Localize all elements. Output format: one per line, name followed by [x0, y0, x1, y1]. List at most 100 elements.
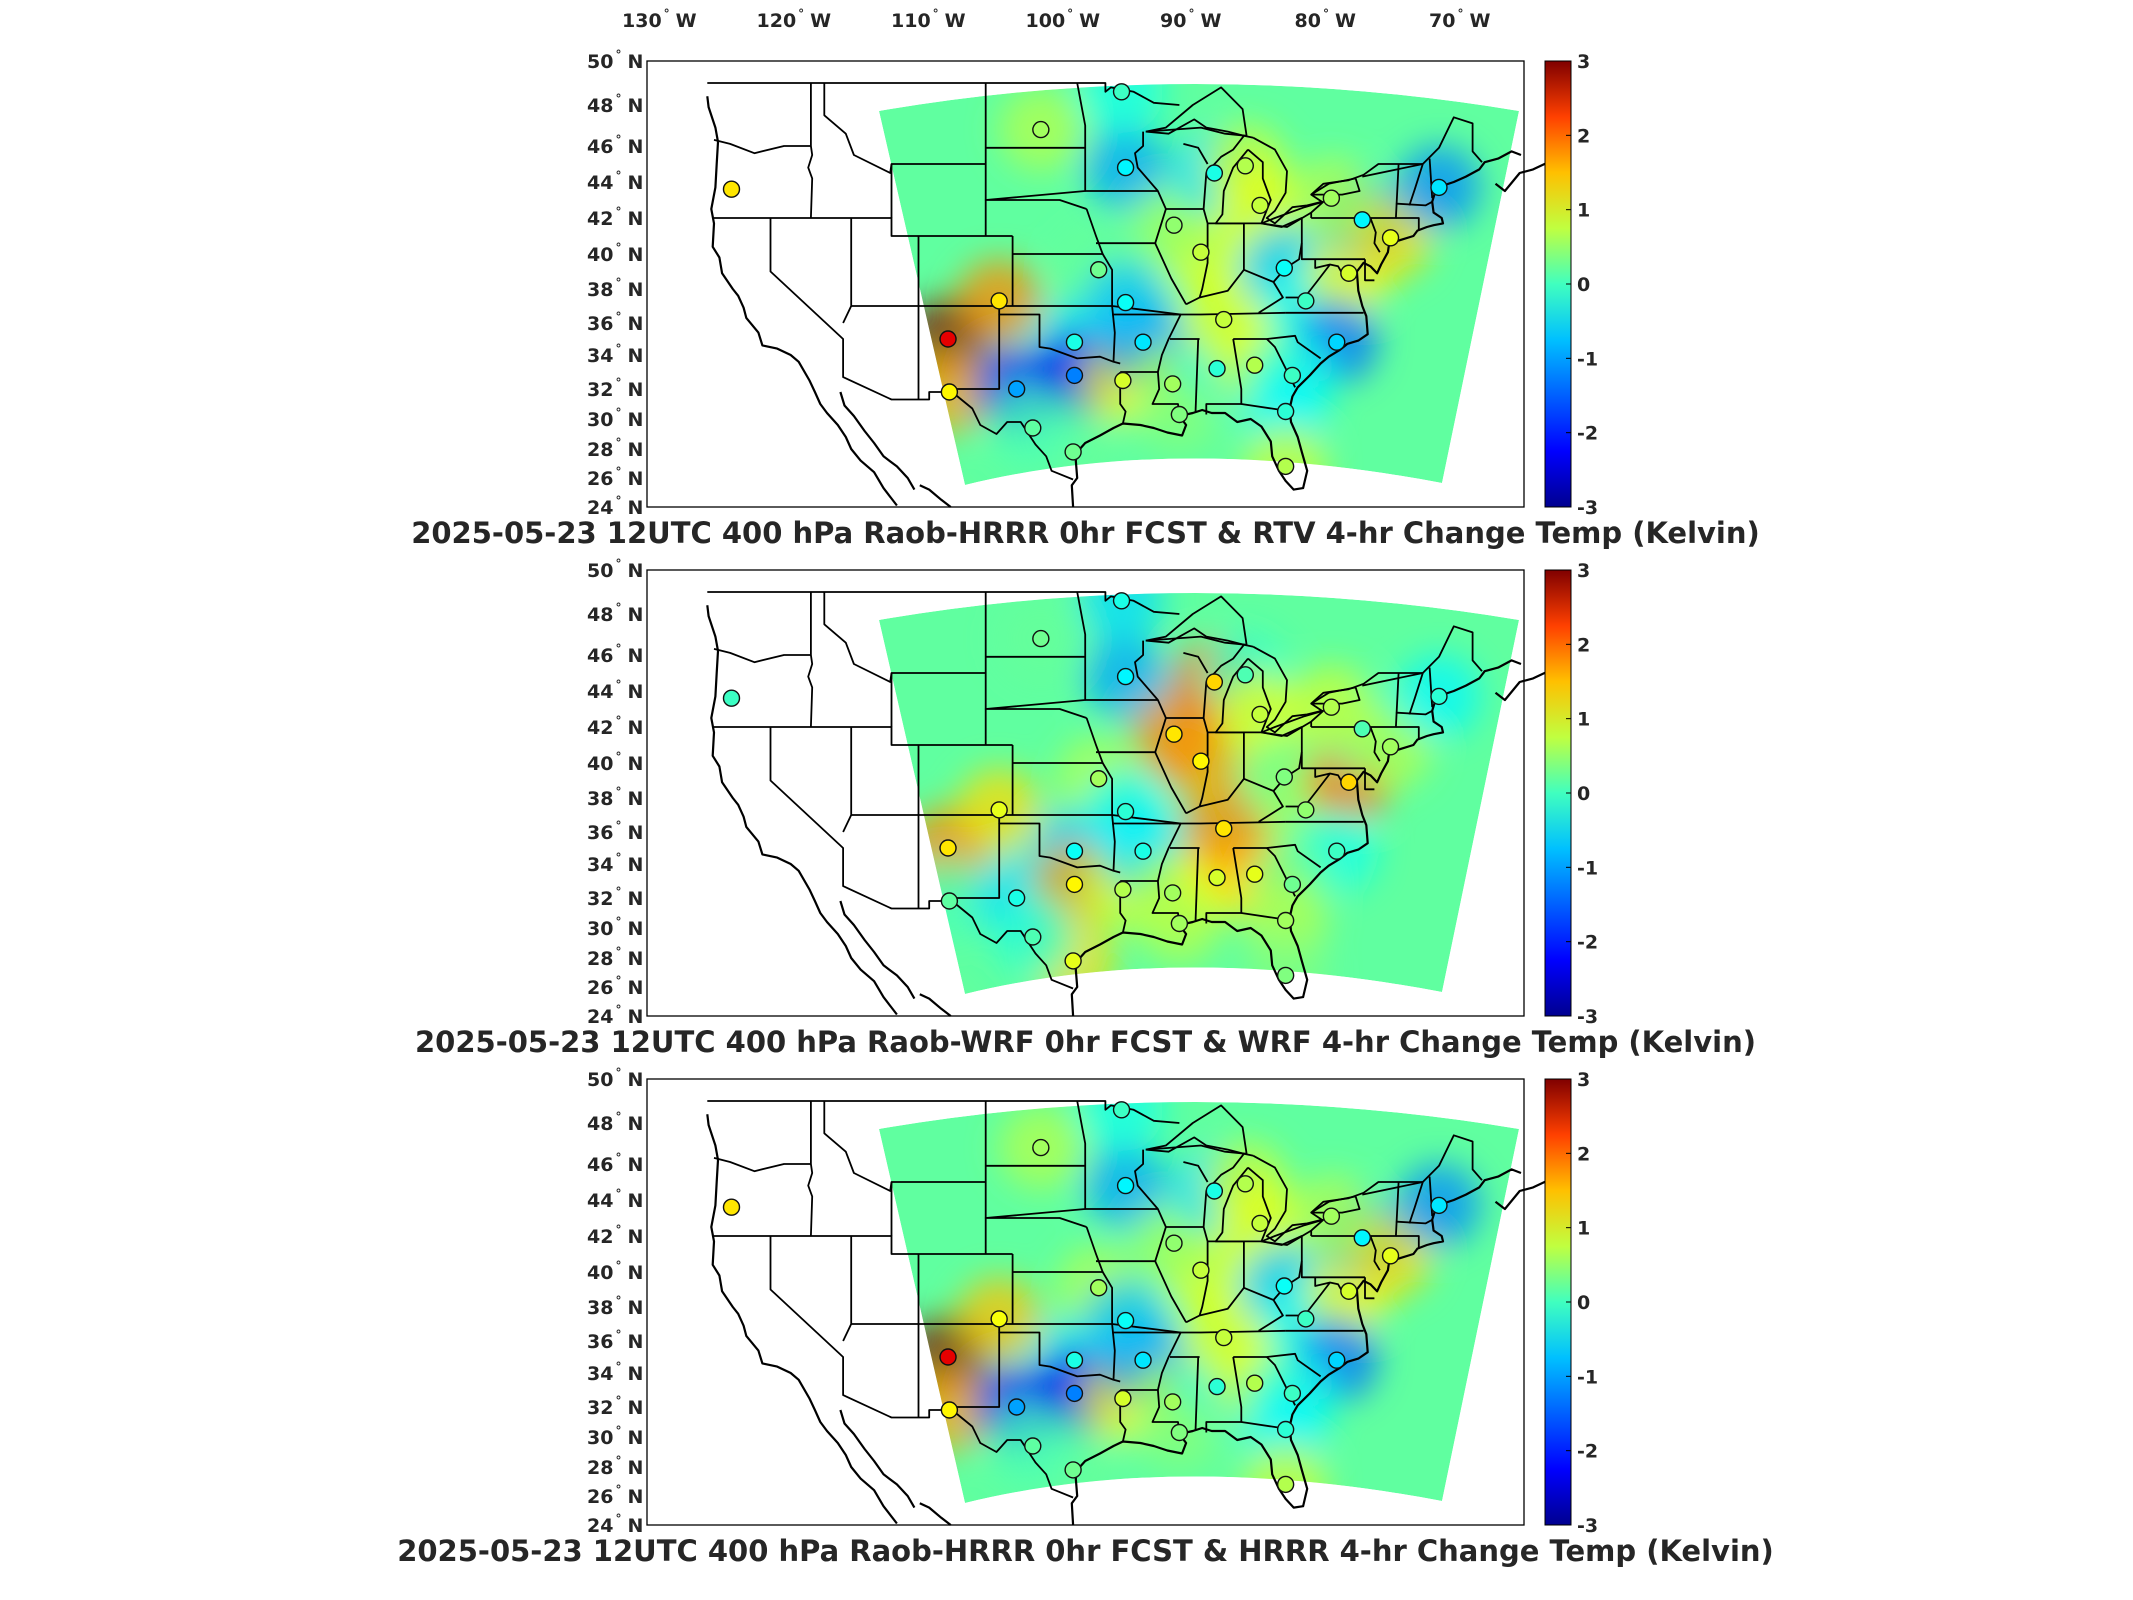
lake-outline	[1261, 1218, 1325, 1246]
latitude-label: 46 ° N	[587, 1151, 643, 1176]
state-border	[1395, 1219, 1433, 1225]
raob-station-marker	[1283, 875, 1302, 894]
state-border	[998, 815, 1121, 874]
raob-station-marker	[1236, 157, 1254, 175]
colorbar-tick-label: -1	[1577, 1366, 1598, 1388]
state-border	[1285, 1281, 1331, 1317]
colorbar-tick-label: -2	[1577, 932, 1598, 954]
state-border	[713, 648, 811, 664]
raob-station-marker	[1340, 1282, 1358, 1300]
colorbar-tick-label: 3	[1577, 560, 1590, 582]
coastline	[919, 993, 952, 1017]
panel-title: 2025-05-23 12UTC 400 hPa Raob-HRRR 0hr F…	[411, 516, 1760, 550]
raob-station-marker	[1251, 705, 1269, 724]
colorbar: 3 2 1 0 -1 -2 -3	[1544, 1069, 1598, 1537]
coastline	[1494, 664, 1561, 702]
colorbar-tick-label: 1	[1577, 200, 1590, 222]
raob-station-marker	[1236, 666, 1254, 684]
longitude-label: 120 ° W	[757, 7, 832, 32]
state-border	[1198, 223, 1209, 298]
raob-station-marker	[1116, 1176, 1135, 1195]
state-border	[1285, 263, 1331, 299]
raob-station-marker	[1322, 189, 1341, 207]
raob-station-marker	[1134, 842, 1152, 860]
raob-station-marker	[1275, 1277, 1293, 1295]
raob-station-marker	[1381, 738, 1400, 756]
state-border	[707, 1100, 1180, 1124]
map-frame	[646, 569, 1525, 1017]
panel-title: 2025-05-23 12UTC 400 hPa Raob-WRF 0hr FC…	[415, 1025, 1756, 1059]
colorbar-tick-label: -1	[1577, 857, 1598, 879]
state-border	[1395, 726, 1420, 740]
raob-station-marker	[1134, 333, 1152, 351]
state-border	[1134, 131, 1159, 192]
raob-station-marker	[1208, 359, 1226, 378]
latitude-axis-labels: 50 ° N 48 ° N 46 ° N 44 ° N 42 ° N 40 ° N 38 ° N 36 ° N 34 ° N 32 ° N…	[587, 1066, 643, 1537]
latitude-label: 32 ° N	[587, 376, 643, 401]
coastline	[839, 1409, 916, 1509]
raob-station-marker	[1205, 673, 1224, 691]
raob-station-marker	[1192, 1261, 1210, 1279]
latitude-label: 48 ° N	[587, 601, 643, 626]
latitude-label: 38 ° N	[587, 1294, 643, 1319]
state-border	[1101, 1271, 1116, 1380]
latitude-label: 36 ° N	[587, 1328, 643, 1353]
raob-station-marker	[1192, 752, 1210, 770]
raob-station-marker	[1114, 371, 1132, 390]
raob-stations	[722, 592, 1448, 985]
raob-station-marker	[939, 839, 957, 857]
longitude-label: 80 ° W	[1295, 7, 1356, 32]
raob-station-marker	[1116, 802, 1135, 821]
state-border	[1157, 1332, 1182, 1391]
state-border	[713, 1157, 811, 1173]
state-border	[769, 218, 953, 401]
raob-station-marker	[1381, 229, 1400, 247]
raob-station-marker	[1276, 966, 1295, 985]
coastline	[706, 96, 898, 507]
state-border	[1154, 242, 1187, 305]
coastline	[1070, 1168, 1522, 1526]
raob-station-marker	[940, 383, 959, 401]
raob-station-marker	[1114, 880, 1132, 899]
raob-station-marker	[1165, 1234, 1183, 1252]
latitude-label: 26 ° N	[587, 465, 643, 490]
latitude-label: 44 ° N	[587, 678, 643, 703]
state-border	[713, 139, 811, 155]
latitude-label: 44 ° N	[587, 169, 643, 194]
state-border	[807, 592, 814, 728]
state-border	[1311, 217, 1381, 253]
raob-station-marker	[1297, 292, 1315, 310]
latitude-label: 24 ° N	[587, 1512, 643, 1537]
state-border	[1194, 338, 1200, 414]
raob-station-marker	[1381, 1247, 1400, 1265]
raob-station-marker	[1112, 1101, 1131, 1119]
raob-station-marker	[1089, 770, 1108, 788]
state-border	[1362, 672, 1423, 687]
raob-stations	[722, 1101, 1448, 1494]
state-border	[1362, 1181, 1423, 1196]
raob-station-marker	[1215, 310, 1233, 329]
raob-station-marker	[1163, 375, 1182, 393]
raob-station-marker	[1322, 698, 1341, 716]
raob-station-marker	[1032, 120, 1050, 139]
raob-station-marker	[1276, 911, 1295, 930]
lake-outline	[1145, 1104, 1248, 1155]
state-border	[807, 1101, 814, 1237]
longitude-label: 70 ° W	[1429, 7, 1490, 32]
raob-station-marker	[1007, 1398, 1026, 1416]
latitude-label: 48 ° N	[587, 92, 643, 117]
latitude-label: 34 ° N	[587, 851, 643, 876]
state-border	[1395, 1235, 1420, 1249]
latitude-label: 32 ° N	[587, 1394, 643, 1419]
state-border	[1233, 334, 1322, 360]
state-border	[984, 1164, 1087, 1228]
raob-station-marker	[1276, 402, 1295, 421]
raob-station-marker	[990, 292, 1008, 310]
raob-station-marker	[1283, 366, 1302, 385]
state-border	[1134, 1149, 1159, 1210]
state-border	[1172, 820, 1286, 825]
raob-station-marker	[1007, 380, 1026, 398]
latitude-label: 36 ° N	[587, 310, 643, 335]
colorbar-tick-label: 2	[1577, 634, 1590, 656]
longitude-axis-labels: 130 ° W 120 ° W 110 ° W 100 ° W 90 ° W 80 ° W 70 ° W	[622, 7, 1490, 32]
